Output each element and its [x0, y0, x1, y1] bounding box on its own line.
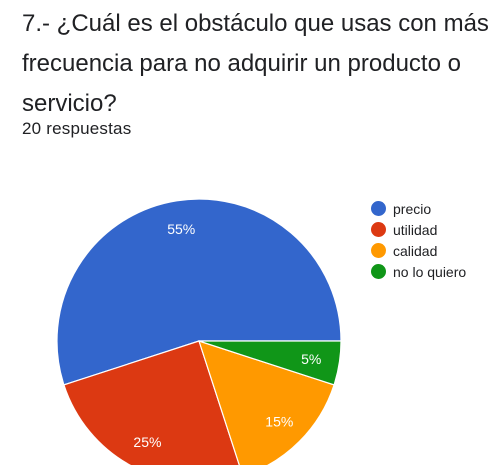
- legend-dot-icon: [371, 201, 386, 216]
- legend-item: no lo quiero: [371, 261, 466, 282]
- legend-dot-icon: [371, 264, 386, 279]
- legend-label: no lo quiero: [393, 263, 467, 280]
- legend-item: utilidad: [371, 219, 466, 240]
- pie-slice-utilidad: [63, 340, 240, 465]
- slice-label-no-lo-quiero: 5%: [301, 351, 321, 367]
- slice-label-calidad: 15%: [265, 413, 293, 429]
- legend-item: calidad: [371, 240, 466, 261]
- question-title: 7.- ¿Cuál es el obstáculo que usas con m…: [22, 10, 489, 117]
- legend-label: precio: [393, 200, 432, 217]
- pie-slice-calidad: [198, 340, 335, 465]
- slice-label-utilidad: 25%: [133, 434, 161, 450]
- legend-dot-icon: [371, 243, 386, 258]
- slice-label-precio: 55%: [167, 221, 195, 237]
- pie-slice-precio: [56, 198, 342, 386]
- pie-slice-no-lo-quiero: [198, 340, 342, 386]
- legend-label: utilidad: [393, 221, 438, 238]
- legend-dot-icon: [371, 222, 386, 237]
- legend-item: precio: [371, 198, 466, 219]
- response-count: 20 respuestas: [22, 119, 132, 138]
- legend-label: calidad: [393, 242, 438, 259]
- chart-legend: precio utilidad calidad no lo quiero: [371, 198, 466, 282]
